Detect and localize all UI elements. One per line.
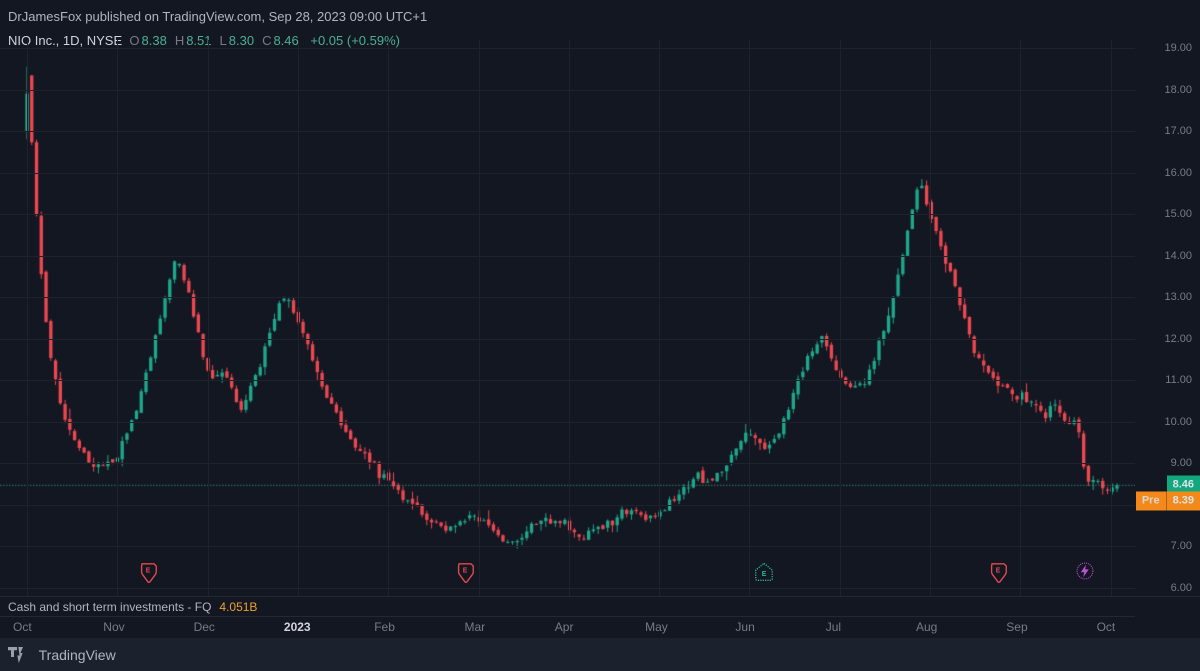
svg-text:E: E [146,568,151,575]
svg-text:E: E [996,568,1001,575]
svg-text:E: E [762,571,767,578]
svg-text:E: E [463,568,468,575]
